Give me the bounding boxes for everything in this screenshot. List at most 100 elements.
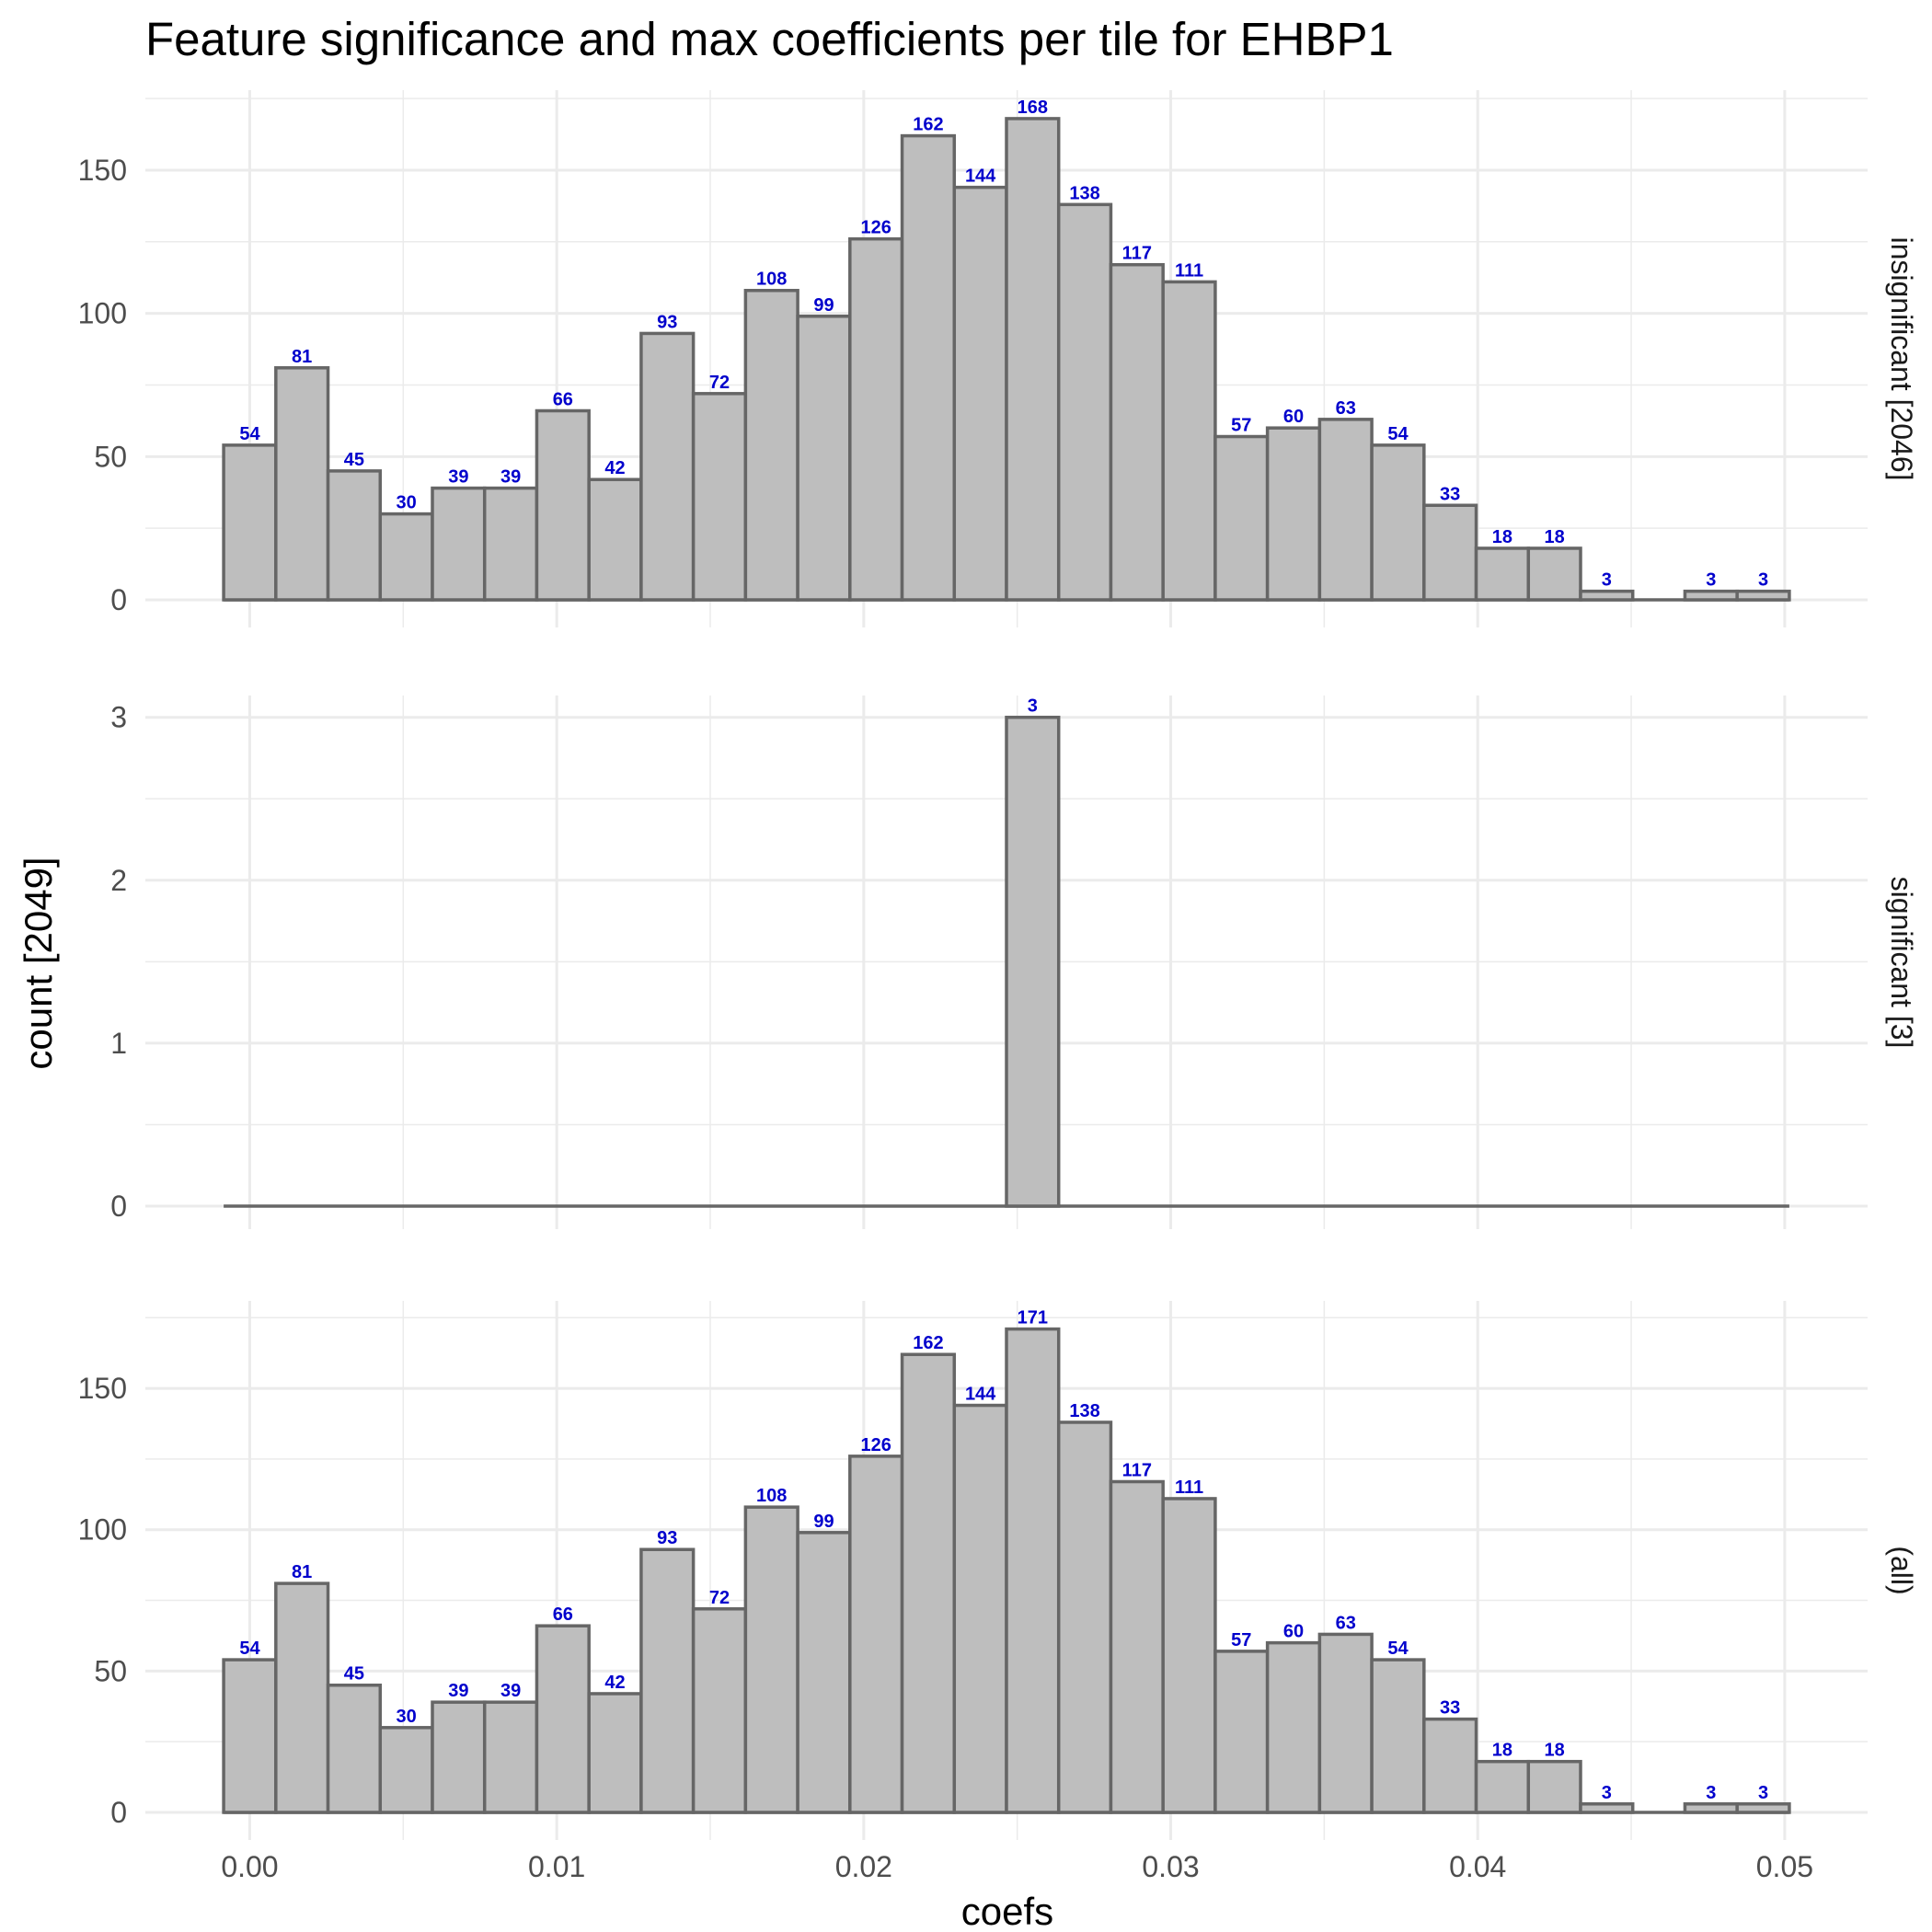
histogram-bar [952,1403,1008,1814]
histogram-bar [587,477,643,602]
bar-count-label: 3 [1602,1783,1612,1803]
histogram-bar [482,1700,539,1814]
facet-strip-label: (all) [1885,1546,1918,1594]
bar-count-label: 33 [1440,484,1460,504]
bar-count-label: 42 [604,1673,625,1693]
histogram-bar [1265,426,1322,602]
histogram-bar [222,1658,278,1814]
bar-count-label: 45 [344,1664,364,1685]
bar-count-label: 54 [1387,1639,1409,1659]
histogram-bar [1161,280,1217,602]
bar-count-label: 93 [657,1528,677,1548]
bar-count-label: 63 [1336,1613,1356,1633]
bar-count-label: 126 [860,1435,891,1455]
x-axis-title: coefs [961,1890,1053,1932]
histogram-bar [1109,1479,1165,1814]
bar-count-label: 66 [553,1604,573,1625]
bar-count-label: 3 [1028,696,1038,717]
bar-count-label: 18 [1492,527,1512,547]
histogram-bar [222,443,278,602]
facet-strip-label: insignificant [2046] [1885,236,1918,480]
x-tick-label: 0.05 [1756,1850,1813,1883]
bar-count-label: 168 [1018,98,1048,118]
histogram-bar [1265,1640,1322,1814]
bar-count-label: 108 [756,270,787,290]
bar-count-label: 111 [1175,260,1203,281]
bar-count-label: 144 [965,167,996,187]
histogram-bar [1005,715,1061,1208]
bar-count-label: 45 [344,450,364,470]
y-tick-label: 100 [78,1513,127,1547]
facet-panel: 0 50 100 150 54 81 45 30 39 39 66 42 93 72 108 99 126 162… [78,1301,1918,1840]
y-tick-label: 100 [78,297,127,330]
bar-count-label: 18 [1492,1741,1512,1761]
histogram-bar [1005,117,1061,602]
histogram-bar [1005,1327,1061,1814]
histogram-bar [900,1352,957,1814]
bar-count-label: 18 [1545,1741,1565,1761]
bar-count-label: 144 [965,1385,996,1405]
bar-count-label: 162 [913,1333,943,1353]
histogram-bar [743,1505,799,1814]
bar-count-label: 117 [1122,1461,1152,1481]
bar-count-label: 72 [709,373,730,393]
y-axis-title: count [2049] [17,857,60,1069]
histogram-bar [1056,202,1113,602]
chart-title: Feature significance and max coefficient… [145,13,1394,65]
facet-panel: 0 1 2 3 3 significant [3] [110,696,1918,1229]
histogram-bar [1683,1802,1739,1814]
bar-count-label: 72 [709,1588,730,1608]
bar-count-label: 3 [1706,570,1716,591]
y-tick-label: 1 [110,1027,127,1060]
histogram-bar [1579,1802,1635,1814]
bar-count-label: 54 [239,1639,260,1659]
x-tick-label: 0.04 [1449,1850,1506,1883]
histogram-bar [378,512,434,602]
bar-count-label: 81 [292,347,312,367]
histogram-bar [1213,434,1270,602]
histogram-bar [1109,262,1165,602]
y-tick-label: 150 [78,154,127,187]
bar-count-label: 42 [604,458,625,478]
histogram-bar [1735,589,1791,602]
histogram-bar [639,331,696,602]
facet-panel: 0 50 100 150 54 81 45 30 39 39 66 42 93 72 108 99 126 162… [78,90,1918,627]
histogram-bar [1735,1802,1791,1814]
x-axis: 0.00 0.01 0.02 0.03 0.04 0.05 [221,1850,1813,1883]
histogram-bar [1370,443,1426,602]
bar-count-label: 63 [1336,398,1356,419]
bar-count-label: 3 [1758,570,1768,591]
bar-count-label: 126 [860,218,891,238]
histogram-bar [691,392,748,602]
histogram-bar [431,486,487,602]
bar-count-label: 54 [1387,424,1409,444]
histogram-bar [848,236,904,602]
bar-count-label: 138 [1069,183,1099,203]
histogram-bar [274,366,330,602]
histogram-bar [1317,1632,1374,1814]
bar-count-label: 39 [448,1681,468,1701]
bar-count-label: 117 [1122,244,1152,264]
histogram-bar [587,1692,643,1814]
y-tick-label: 2 [110,864,127,897]
bar-count-label: 108 [756,1486,787,1506]
y-tick-label: 50 [94,440,127,473]
histogram-bar [1474,546,1531,602]
histogram-bar [1056,1420,1113,1814]
x-tick-label: 0.02 [835,1850,892,1883]
bar-count-label: 18 [1545,527,1565,547]
histogram-bar [431,1700,487,1814]
histogram-bar [796,315,852,602]
bar-count-label: 99 [813,295,834,316]
histogram-bar [1474,1759,1531,1814]
histogram-bar [1526,546,1582,602]
x-tick-label: 0.03 [1142,1850,1199,1883]
x-tick-label: 0.00 [221,1850,278,1883]
histogram-bar [274,1581,330,1814]
histogram-bar [691,1607,748,1814]
bar-count-label: 57 [1231,416,1251,436]
x-tick-label: 0.01 [528,1850,585,1883]
histogram-bar [900,133,957,602]
bar-count-label: 99 [813,1512,834,1532]
